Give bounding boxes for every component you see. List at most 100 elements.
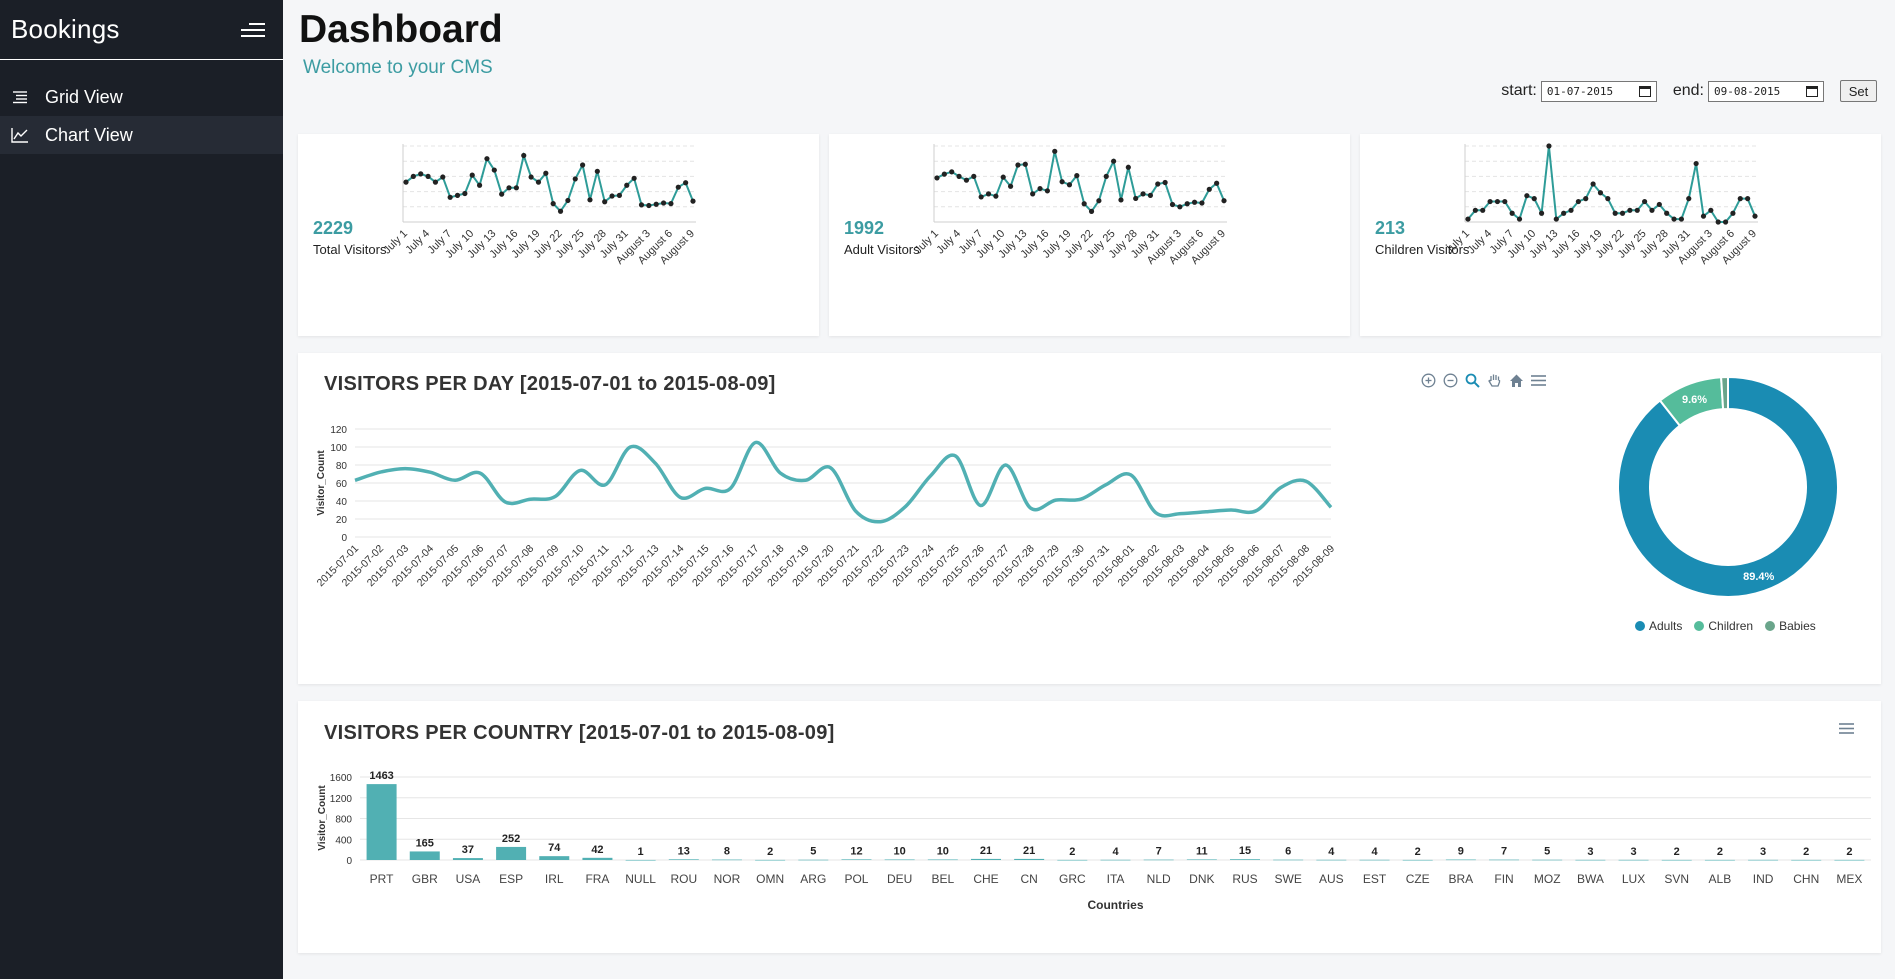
bar <box>668 859 699 860</box>
sidebar-item-chart-view[interactable]: Chart View <box>0 116 283 154</box>
data-point <box>683 180 689 186</box>
bar <box>970 858 1001 860</box>
visitors-per-country-chart: 040080012001600Visitor_Count1463PRT165GB… <box>317 770 1871 912</box>
set-button[interactable]: Set <box>1840 80 1877 102</box>
x-tick-label: NLD <box>1147 872 1171 886</box>
bar-data-label: 9 <box>1458 846 1464 858</box>
data-point <box>410 173 416 179</box>
pan-hand-icon[interactable] <box>1486 372 1503 389</box>
data-point <box>1103 173 1109 179</box>
data-point <box>506 185 512 191</box>
bar-data-label: 7 <box>1501 846 1507 858</box>
data-point <box>978 194 984 200</box>
bar-data-label: 2 <box>1069 846 1075 858</box>
chart-menu-icon[interactable] <box>1838 720 1855 737</box>
bar <box>1575 859 1606 861</box>
data-point <box>1074 173 1080 179</box>
bar <box>366 784 397 860</box>
data-point <box>1000 174 1006 180</box>
bar-data-label: 1463 <box>369 770 393 782</box>
data-point <box>1480 207 1486 213</box>
data-point <box>1015 162 1021 168</box>
data-point <box>469 172 475 178</box>
bar <box>1143 859 1174 861</box>
data-point <box>1022 161 1028 167</box>
data-point <box>1081 201 1087 207</box>
end-date-input[interactable]: 09-08-2015 <box>1708 80 1824 102</box>
selection-zoom-icon[interactable] <box>1464 372 1481 389</box>
menu-toggle-icon[interactable] <box>241 20 265 40</box>
data-point <box>609 193 615 199</box>
bar <box>582 857 613 860</box>
bar <box>1230 859 1261 860</box>
legend-item-children[interactable]: Children <box>1694 619 1753 633</box>
bar <box>1532 859 1563 861</box>
data-point <box>1059 179 1065 185</box>
data-point <box>572 176 578 182</box>
data-point <box>638 202 645 208</box>
line-chart-icon <box>10 125 30 145</box>
sidebar-item-grid-view[interactable]: Grid View <box>0 78 283 116</box>
data-point <box>1575 198 1581 205</box>
calendar-icon[interactable] <box>1806 85 1818 97</box>
x-tick-label: USA <box>456 872 481 886</box>
visitors-per-country-card: VISITORS PER COUNTRY [2015-07-01 to 2015… <box>298 701 1881 953</box>
bar-data-label: 3 <box>1630 846 1636 858</box>
stat-value: 2229 <box>313 218 354 238</box>
data-point <box>941 171 947 177</box>
bar-data-label: 2 <box>1803 846 1809 858</box>
data-point <box>476 182 483 188</box>
start-date-input[interactable]: 01-07-2015 <box>1540 80 1657 102</box>
data-point <box>1502 198 1508 205</box>
data-point <box>587 197 593 203</box>
bar-data-label: 4 <box>1371 846 1378 858</box>
bar <box>452 858 483 860</box>
data-point <box>949 169 955 175</box>
calendar-icon[interactable] <box>1638 85 1651 97</box>
bar-data-label: 2 <box>1674 846 1680 858</box>
sidebar-title: Bookings <box>11 14 120 44</box>
data-point <box>1066 182 1073 188</box>
legend-item-adults[interactable]: Adults <box>1635 619 1682 633</box>
x-tick-label: GBR <box>412 872 438 886</box>
data-point <box>971 173 977 179</box>
sidebar-header: Bookings <box>0 0 283 60</box>
bar <box>1273 859 1304 861</box>
data-point <box>1516 216 1523 222</box>
data-point <box>1184 201 1190 207</box>
data-point <box>1096 198 1102 204</box>
list-icon <box>10 87 30 107</box>
children-visitors-card: July 1 July 4 July 7 July 10 July 13 July 16 J… <box>1360 134 1881 336</box>
x-tick-label: CZE <box>1406 872 1430 886</box>
bar <box>711 859 742 861</box>
reset-home-icon[interactable] <box>1508 372 1525 389</box>
data-point <box>1118 197 1124 203</box>
data-point <box>1590 181 1596 187</box>
x-tick-label: MOZ <box>1534 872 1561 886</box>
data-point <box>1044 188 1050 194</box>
visitor-type-donut-chart: 89.4% 9.6% <box>1617 375 1839 598</box>
data-point <box>528 174 534 180</box>
x-tick-label: OMN <box>756 872 784 886</box>
data-point <box>499 191 505 197</box>
sidebar-item-label: Grid View <box>45 86 123 107</box>
series-line <box>354 440 1333 524</box>
y-axis-label: Visitor_Count <box>317 785 328 851</box>
x-tick-label: ESP <box>499 872 523 886</box>
data-point <box>1686 196 1692 202</box>
legend-item-babies[interactable]: Babies <box>1765 619 1816 633</box>
data-point <box>1538 210 1545 216</box>
zoom-out-icon[interactable] <box>1442 372 1459 389</box>
zoom-in-icon[interactable] <box>1420 372 1437 389</box>
bar <box>1489 859 1520 861</box>
bar <box>1618 859 1649 861</box>
data-point <box>565 197 571 204</box>
stat-label: Adult Visitors <box>844 242 920 257</box>
y-tick-label: 80 <box>336 461 348 472</box>
data-point <box>1140 191 1146 197</box>
data-point <box>1531 196 1537 202</box>
chart-menu-icon[interactable] <box>1530 372 1547 389</box>
data-point <box>462 190 468 197</box>
x-tick-label: CHN <box>1793 872 1819 886</box>
